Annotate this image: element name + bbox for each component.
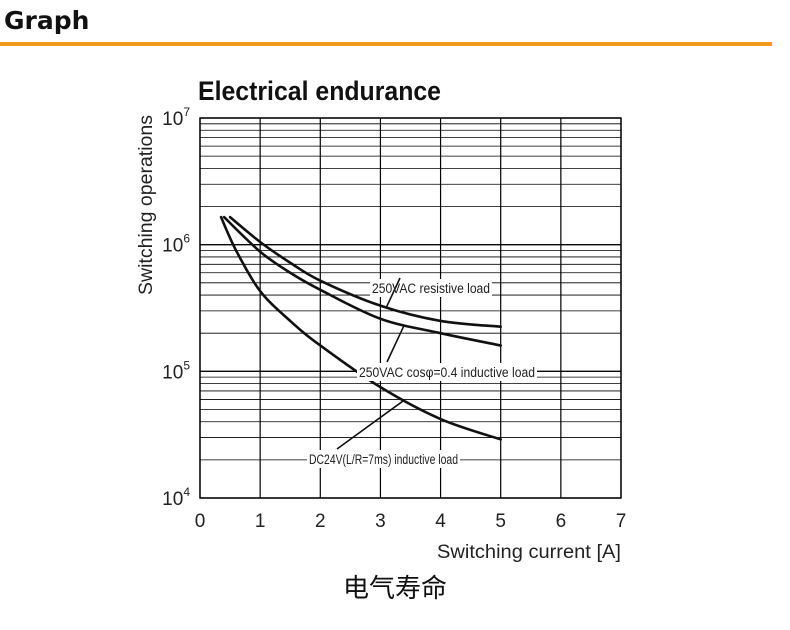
header-divider	[0, 42, 772, 46]
annotation-backdrop	[357, 363, 537, 381]
series-line-1	[228, 215, 503, 329]
x-tick-label: 4	[435, 511, 446, 532]
x-axis-label: Switching current [A]	[437, 542, 621, 563]
y-tick-label: 106	[162, 232, 190, 257]
y-axis-label: Switching operations	[136, 115, 157, 295]
x-tick-label: 0	[195, 511, 206, 532]
chart-title: Electrical endurance	[198, 76, 441, 106]
annotation-leader	[385, 277, 401, 308]
x-tick-label: 1	[255, 511, 266, 532]
series-annotation-label: 250VAC resistive load	[372, 281, 490, 296]
grid-lines	[199, 117, 622, 499]
y-tick-label: 105	[162, 358, 190, 383]
x-tick-label: 2	[315, 511, 326, 532]
x-tick-label: 5	[495, 511, 506, 532]
y-tick-label: 107	[162, 105, 190, 130]
chart-caption: 电气寿命	[342, 574, 447, 604]
x-tick-label: 3	[375, 511, 386, 532]
annotation-backdrop	[307, 450, 460, 468]
series-annotation-label: DC24V(L/R=7ms) inductive load	[309, 452, 458, 467]
series-line-3	[219, 215, 503, 441]
y-tick-label: 104	[162, 485, 190, 510]
x-tick-label: 7	[616, 511, 627, 532]
series-line-2	[222, 215, 503, 347]
page-header: Graph	[0, 0, 790, 48]
annotation-leader	[336, 399, 405, 450]
series-annotation-label: 250VAC cosφ=0.4 inductive load	[359, 365, 535, 380]
page-title: Graph	[4, 6, 90, 35]
plot-frame	[199, 117, 622, 499]
annotation-leader	[386, 324, 406, 363]
x-tick-label: 6	[556, 511, 567, 532]
annotation-backdrop	[370, 279, 492, 297]
